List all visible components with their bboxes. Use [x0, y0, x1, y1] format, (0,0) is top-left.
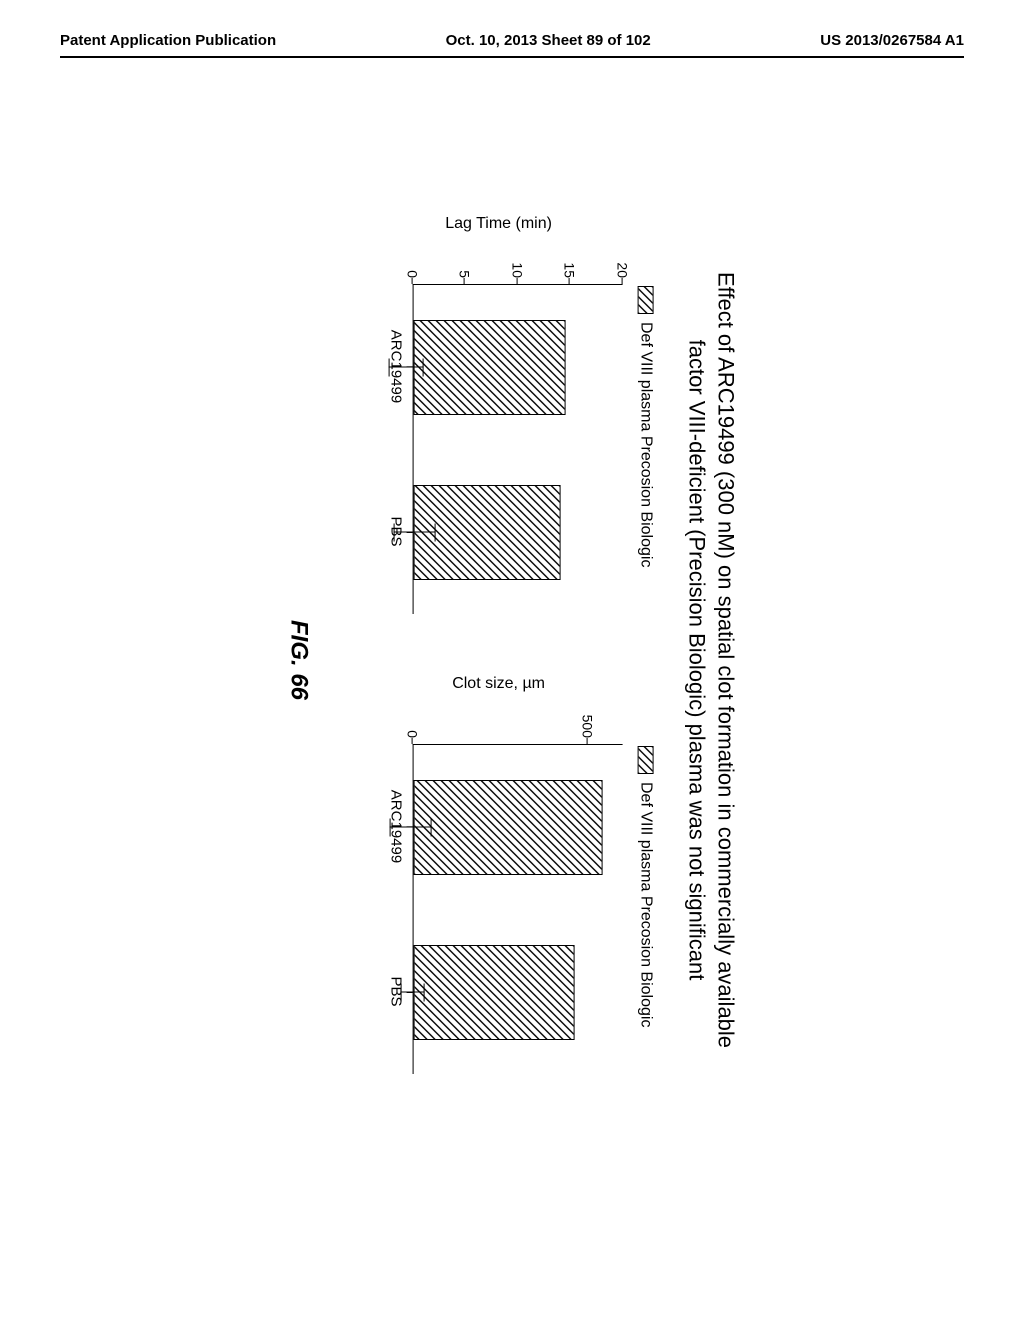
- ytick: 0: [404, 730, 420, 738]
- figure-label: FIG. 66: [284, 180, 312, 1140]
- chart-bar: [413, 320, 565, 415]
- header-right: US 2013/0267584 A1: [820, 32, 964, 49]
- figure-title-line2: factor VIII-deficient (Precision Biologi…: [682, 180, 711, 1140]
- chart-bar: [413, 945, 574, 1040]
- ytick: 15: [562, 262, 578, 278]
- legend-right-text: Def VIII plasma Precosion Biologic: [636, 782, 654, 1027]
- ytick: 10: [509, 262, 525, 278]
- ytick: 20: [614, 262, 630, 278]
- lagtime-axes: [412, 284, 622, 614]
- clotsize-yticks: 0500: [412, 690, 622, 744]
- header-rule: [60, 56, 964, 58]
- lagtime-yticks: 05101520: [412, 230, 622, 284]
- lagtime-plot: Lag Time (min) 05101520 ARC19499PBS: [368, 230, 628, 630]
- chart-bar: [413, 485, 560, 580]
- xtick: PBS: [387, 516, 404, 546]
- charts-row: Def VIII plasma Precosion Biologic Lag T…: [368, 180, 654, 1140]
- page-header: Patent Application Publication Oct. 10, …: [60, 32, 964, 49]
- ytick: 5: [457, 270, 473, 278]
- clotsize-axes: [412, 744, 622, 1074]
- xtick: ARC19499: [387, 330, 404, 403]
- ytick: 0: [404, 270, 420, 278]
- xtick: ARC19499: [387, 790, 404, 863]
- legend-swatch-icon: [637, 746, 653, 774]
- header-center: Oct. 10, 2013 Sheet 89 of 102: [446, 32, 651, 49]
- lagtime-chart: Def VIII plasma Precosion Biologic Lag T…: [368, 230, 654, 630]
- chart-bar: [413, 780, 602, 875]
- legend-right: Def VIII plasma Precosion Biologic: [636, 746, 654, 1090]
- legend-left-text: Def VIII plasma Precosion Biologic: [636, 322, 654, 567]
- xtick: PBS: [387, 976, 404, 1006]
- header-left: Patent Application Publication: [60, 32, 276, 49]
- clotsize-chart: Def VIII plasma Precosion Biologic Clot …: [368, 690, 654, 1090]
- figure: Effect of ARC19499 (300 nM) on spatial c…: [284, 180, 739, 1140]
- legend-left: Def VIII plasma Precosion Biologic: [636, 286, 654, 630]
- figure-title-line1: Effect of ARC19499 (300 nM) on spatial c…: [711, 180, 740, 1140]
- figure-title: Effect of ARC19499 (300 nM) on spatial c…: [682, 180, 739, 1140]
- legend-swatch-icon: [637, 286, 653, 314]
- ytick: 500: [579, 715, 595, 738]
- clotsize-bars: [413, 745, 622, 1074]
- clotsize-plot: Clot size, µm 0500 ARC19499PBS: [368, 690, 628, 1090]
- lagtime-bars: [413, 285, 622, 614]
